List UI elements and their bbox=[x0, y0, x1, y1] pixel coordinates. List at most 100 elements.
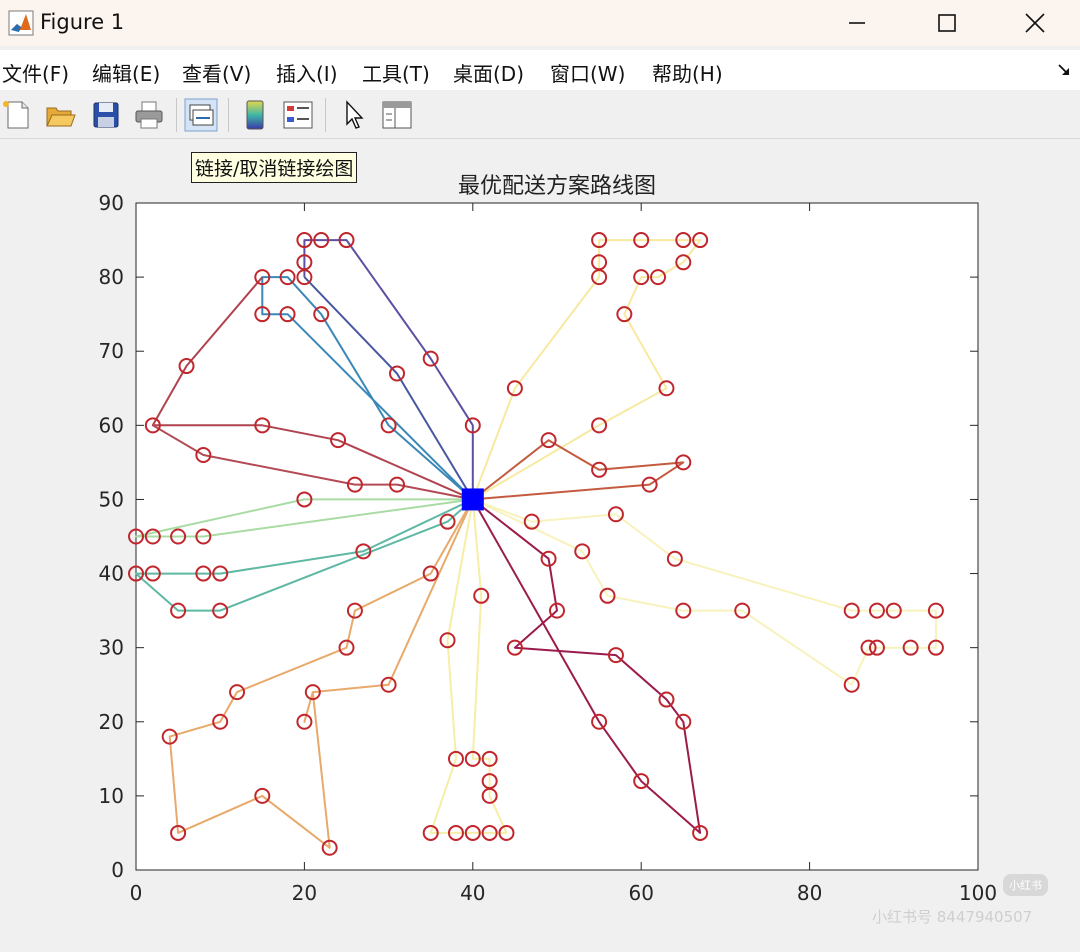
customer-point bbox=[607, 506, 624, 523]
maximize-button[interactable] bbox=[902, 0, 992, 46]
customer-point bbox=[422, 565, 439, 582]
close-button[interactable] bbox=[990, 0, 1080, 46]
menu-help[interactable]: 帮助(H) bbox=[652, 62, 723, 86]
customer-point bbox=[338, 232, 355, 249]
customer-point bbox=[330, 432, 347, 449]
route-line-3 bbox=[261, 276, 474, 501]
property-inspector-icon[interactable] bbox=[380, 98, 414, 132]
menu-file[interactable]: 文件(F) bbox=[2, 62, 70, 86]
customer-point bbox=[144, 528, 161, 545]
customer-point bbox=[868, 639, 885, 656]
customer-point bbox=[843, 602, 860, 619]
link-plot-icon[interactable] bbox=[184, 98, 218, 132]
title-bar: Figure 1 bbox=[0, 0, 1080, 46]
customer-point bbox=[212, 713, 229, 730]
customer-point bbox=[212, 565, 229, 582]
customer-point bbox=[355, 543, 372, 560]
customer-point bbox=[422, 824, 439, 841]
customer-point bbox=[658, 380, 675, 397]
customer-point bbox=[321, 839, 338, 856]
customer-point bbox=[692, 824, 709, 841]
route-line-10 bbox=[471, 239, 702, 501]
customer-point bbox=[481, 773, 498, 790]
menu-insert[interactable]: 插入(I) bbox=[276, 62, 338, 86]
new-figure-icon[interactable] bbox=[0, 98, 34, 132]
customer-point bbox=[860, 639, 877, 656]
x-tick-label: 40 bbox=[460, 881, 485, 905]
route-line-13 bbox=[471, 498, 702, 834]
minimize-icon bbox=[849, 22, 865, 24]
routes bbox=[135, 239, 937, 849]
x-tick-label: 60 bbox=[628, 881, 653, 905]
y-tick-label: 50 bbox=[99, 487, 124, 511]
customer-point bbox=[633, 269, 650, 286]
menu-bar: 文件(F) 编辑(E) 查看(V) 插入(I) 工具(T) 桌面(D) 窗口(W… bbox=[0, 50, 1080, 90]
customer-point bbox=[313, 232, 330, 249]
print-icon[interactable] bbox=[132, 98, 166, 132]
menu-tools[interactable]: 工具(T) bbox=[362, 62, 430, 86]
menu-desktop[interactable]: 桌面(D) bbox=[453, 62, 525, 86]
customer-point bbox=[692, 232, 709, 249]
customer-point bbox=[650, 269, 667, 286]
customer-point bbox=[346, 602, 363, 619]
toolbar-separator bbox=[325, 98, 326, 132]
customer-point bbox=[675, 232, 692, 249]
link-plot-tooltip: 链接/取消链接绘图 bbox=[191, 152, 358, 183]
watermark-logo: 小红书 bbox=[1003, 874, 1048, 896]
customer-point bbox=[212, 602, 229, 619]
customer-point bbox=[296, 491, 313, 508]
customer-point bbox=[464, 417, 481, 434]
customer-point bbox=[389, 476, 406, 493]
customer-point bbox=[313, 306, 330, 323]
customer-point bbox=[885, 602, 902, 619]
customer-point bbox=[506, 639, 523, 656]
customer-point bbox=[658, 691, 675, 708]
route-line-7 bbox=[135, 498, 474, 612]
x-tick-label: 80 bbox=[797, 881, 822, 905]
menu-edit[interactable]: 编辑(E) bbox=[92, 62, 161, 86]
route-line-11 bbox=[472, 439, 685, 501]
customer-point bbox=[254, 787, 271, 804]
customer-point bbox=[170, 528, 187, 545]
customer-point bbox=[549, 602, 565, 619]
legend-icon[interactable] bbox=[281, 98, 315, 132]
x-tick-label: 20 bbox=[292, 881, 317, 905]
save-icon[interactable] bbox=[89, 98, 123, 132]
open-file-icon[interactable] bbox=[43, 98, 77, 132]
depot-marker bbox=[461, 488, 484, 511]
route-line-6 bbox=[135, 498, 473, 538]
customer-point bbox=[170, 824, 187, 841]
customer-point bbox=[675, 254, 692, 271]
customer-point bbox=[473, 587, 490, 604]
route-line-12 bbox=[472, 498, 937, 686]
customer-point bbox=[254, 417, 271, 434]
watermark-text: 小红书号 8447940507 bbox=[872, 908, 1033, 926]
y-tick-label: 60 bbox=[99, 413, 124, 437]
y-tick-label: 90 bbox=[99, 191, 124, 215]
chart-title: 最优配送方案路线图 bbox=[458, 174, 656, 199]
customer-point bbox=[675, 454, 692, 471]
customer-point bbox=[178, 358, 195, 375]
colorbar-icon[interactable] bbox=[238, 98, 272, 132]
route-line-9 bbox=[429, 499, 508, 834]
customer-point bbox=[195, 565, 212, 582]
customer-point bbox=[616, 306, 633, 323]
menu-window[interactable]: 窗口(W) bbox=[550, 62, 626, 86]
x-tick-label: 100 bbox=[959, 881, 997, 905]
y-tick-label: 70 bbox=[99, 339, 124, 363]
customer-point bbox=[296, 269, 313, 286]
pointer-icon[interactable] bbox=[337, 98, 371, 132]
dock-arrow-icon[interactable] bbox=[1056, 62, 1072, 78]
customer-point bbox=[481, 824, 498, 841]
menu-view[interactable]: 查看(V) bbox=[182, 62, 252, 86]
window-title: Figure 1 bbox=[40, 10, 125, 34]
customer-point bbox=[591, 254, 608, 271]
customer-point bbox=[380, 417, 397, 434]
minimize-button[interactable] bbox=[812, 0, 902, 46]
customer-markers bbox=[128, 232, 944, 856]
customer-point bbox=[591, 417, 608, 434]
toolbar bbox=[0, 92, 1080, 139]
customer-point bbox=[498, 824, 515, 841]
customer-point bbox=[170, 602, 187, 619]
customer-point bbox=[144, 417, 161, 434]
